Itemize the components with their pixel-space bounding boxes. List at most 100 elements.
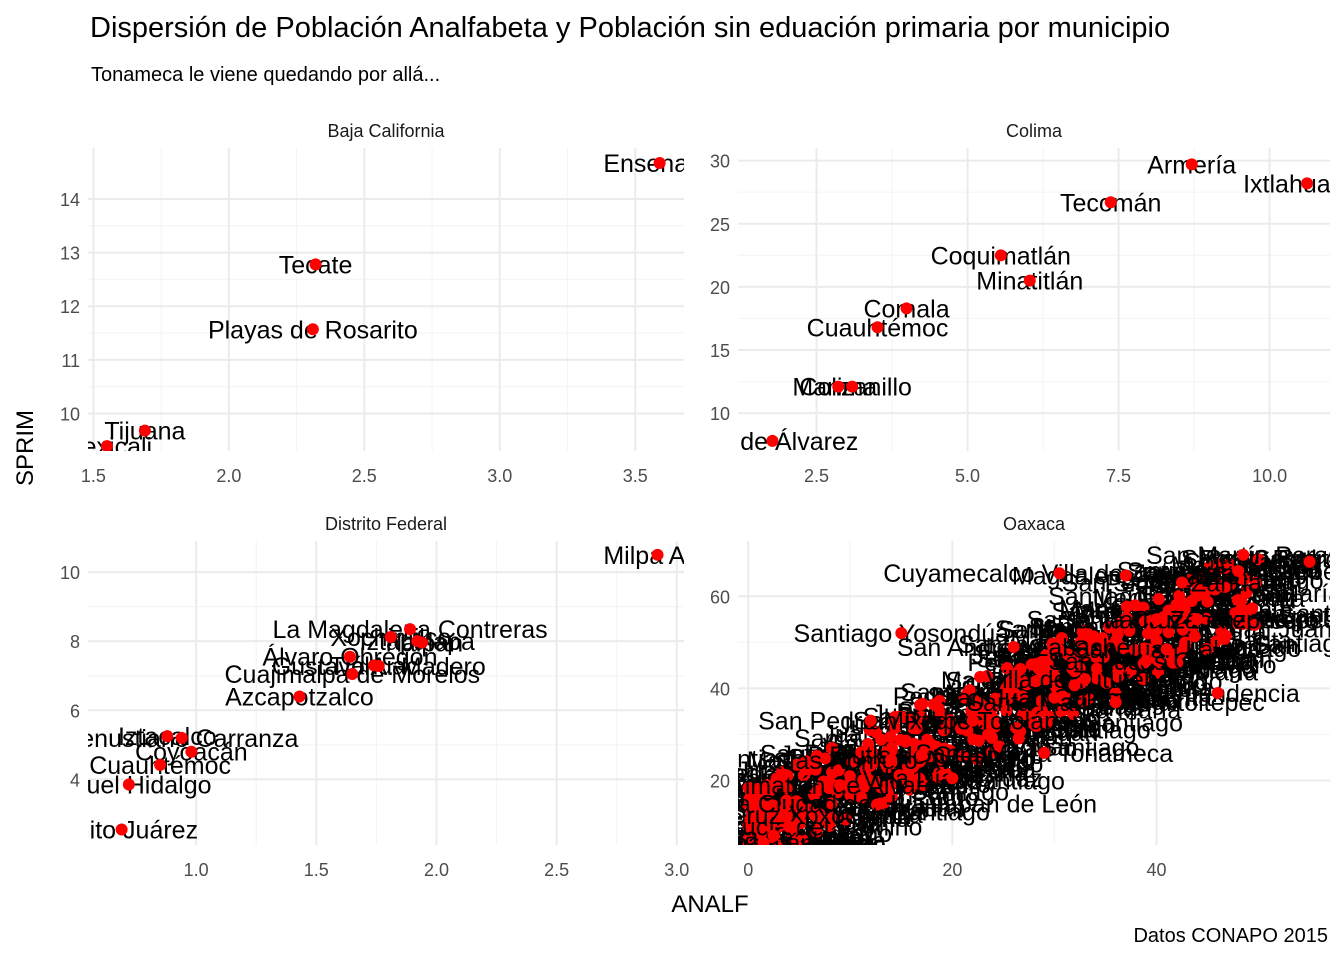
overplot-dot xyxy=(825,742,838,755)
overplot-dot xyxy=(1252,553,1265,566)
overplot-dot xyxy=(1012,732,1025,745)
grid-lines xyxy=(88,148,684,451)
overplot-dot xyxy=(1109,687,1122,700)
overplot-dot xyxy=(1249,576,1262,589)
overplot-dot xyxy=(1237,617,1250,630)
overplot-dot xyxy=(914,698,927,711)
y-tick-label: 10 xyxy=(710,404,730,424)
overplot-dot xyxy=(1087,630,1100,643)
overplot-dot xyxy=(1016,690,1029,703)
data-point xyxy=(1232,564,1245,577)
data-point xyxy=(1109,696,1122,709)
overplot-dot xyxy=(1034,656,1047,669)
data-point xyxy=(757,836,770,845)
overplot-dot xyxy=(1040,716,1053,729)
overplot-dot xyxy=(1203,560,1216,573)
data-point xyxy=(1079,673,1092,686)
overplot-dot xyxy=(810,825,823,838)
overplot-dot xyxy=(846,756,859,769)
overplot-dot xyxy=(1097,651,1110,664)
data-point xyxy=(416,636,429,649)
overplot-dot xyxy=(1212,580,1225,593)
overplot-dot xyxy=(823,819,836,832)
x-tick-label: 1.0 xyxy=(184,860,209,880)
y-tick-label: 8 xyxy=(70,632,80,652)
overplot-dot xyxy=(821,776,834,789)
overplot-dot xyxy=(1114,640,1127,653)
overplot-dot xyxy=(745,810,758,823)
facet-strip-title: Baja California xyxy=(327,121,445,141)
y-tick-label: 10 xyxy=(60,563,80,583)
overplot-dot xyxy=(1078,631,1091,644)
overplot-dot xyxy=(1142,643,1155,656)
chart-subtitle: Tonameca le viene quedando por allá... xyxy=(91,64,441,86)
overplot-dot xyxy=(808,788,821,801)
overplot-dot xyxy=(910,722,923,735)
overplot-dot xyxy=(954,722,967,735)
overplot-dot xyxy=(761,779,774,792)
overplot-dot xyxy=(913,772,926,785)
overplot-text: Juan Juan xyxy=(850,795,965,823)
overplot-dot xyxy=(1219,564,1232,577)
overplot-dot xyxy=(1035,695,1048,708)
overplot-dot xyxy=(839,813,852,826)
overplot-dot xyxy=(1248,618,1261,631)
overplot-dot xyxy=(961,686,974,699)
data-point xyxy=(138,424,151,437)
overplot-dot xyxy=(1120,611,1133,624)
overplot-dot xyxy=(857,773,870,786)
overplot-dot xyxy=(792,800,805,813)
overplot-dot xyxy=(1128,643,1141,656)
x-tick-label: 2.5 xyxy=(544,860,569,880)
grid-lines xyxy=(88,541,684,845)
data-point xyxy=(115,823,128,836)
overplot-dot xyxy=(1161,619,1174,632)
data-point xyxy=(161,730,174,743)
overplot-dot xyxy=(775,766,788,779)
data-point xyxy=(885,753,898,766)
data-point xyxy=(946,772,959,785)
overplot-dot xyxy=(825,797,838,810)
overplot-dot xyxy=(1188,630,1201,643)
overplot-text: Santa Santa xyxy=(1074,684,1212,712)
data-point xyxy=(653,157,666,170)
overplot-dot xyxy=(933,766,946,779)
facet-panels: 1.5 2.0 2.5 3.0 3.5 10 11 12 13 14 Baja California… xyxy=(60,121,1330,880)
data-point xyxy=(1053,567,1066,580)
facet-strip-title: Colima xyxy=(1006,121,1063,141)
data-point xyxy=(834,779,847,792)
y-tick-label: 10 xyxy=(60,404,80,424)
data-point xyxy=(122,778,135,791)
data-point xyxy=(895,627,908,640)
overplot-dot xyxy=(1090,662,1103,675)
data-point xyxy=(777,809,790,822)
overplot-dot xyxy=(933,753,946,766)
data-point xyxy=(1119,569,1132,582)
point-label: Villa de Álvarez xyxy=(687,427,859,456)
data-point xyxy=(966,714,979,727)
overplot-dot xyxy=(1073,662,1086,675)
point-label: Heroica Ciudad de Huajuapan de León xyxy=(665,791,1097,819)
overplot-dot xyxy=(1176,623,1189,636)
overplot-dot xyxy=(1047,640,1060,653)
data-point xyxy=(766,434,779,447)
overplot-dot xyxy=(1092,672,1105,685)
x-tick-label: 2.0 xyxy=(424,860,449,880)
overplot-dot xyxy=(819,752,832,765)
data-point xyxy=(1191,613,1204,626)
overplot-dot xyxy=(1142,627,1155,640)
grid-lines xyxy=(738,148,1330,451)
overplot-dot xyxy=(1112,663,1125,676)
overplot-dots xyxy=(742,553,1265,845)
chart-title: Dispersión de Población Analfabeta y Pob… xyxy=(90,12,1171,44)
overplot-dot xyxy=(927,698,940,711)
overplot-dot xyxy=(978,717,991,730)
overplot-dot xyxy=(971,753,984,766)
data-point xyxy=(100,440,113,451)
y-tick-label: 15 xyxy=(710,341,730,361)
overplot-dot xyxy=(1009,676,1022,689)
data-point xyxy=(915,749,928,762)
overplot-dot xyxy=(1000,704,1013,717)
